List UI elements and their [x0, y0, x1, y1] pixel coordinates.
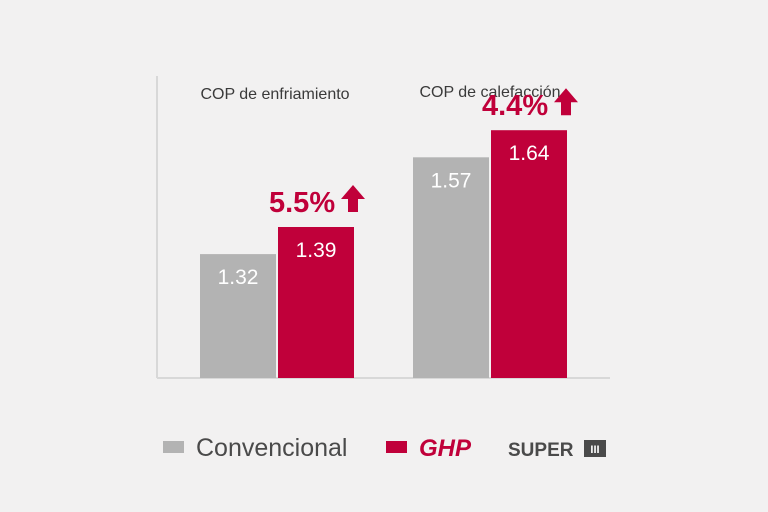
arrow-up-icon — [341, 185, 365, 212]
brand-numeral: III — [590, 444, 599, 456]
brand-numeral-box — [584, 440, 606, 457]
bar-conventional-cooling — [200, 254, 276, 378]
brand-super: SUPER — [508, 440, 574, 461]
bar-conventional-heating — [413, 157, 489, 378]
increase-label-heating: 4.4% — [482, 90, 548, 122]
increase-label-cooling: 5.5% — [269, 187, 335, 219]
arrow-up-icon — [554, 88, 578, 116]
legend-swatch-ghp — [386, 441, 407, 453]
legend-label-conventional: Convencional — [196, 434, 348, 462]
value-label-conventional-heating: 1.57 — [431, 169, 472, 192]
legend: Convencional GHP SUPER III — [163, 434, 606, 462]
ghp-super-logo: GHP SUPER III — [419, 435, 606, 462]
legend-swatch-conventional — [163, 441, 184, 453]
value-label-ghp-heating: 1.64 — [509, 142, 550, 165]
brand-ghp: GHP — [419, 435, 472, 462]
value-label-conventional-cooling: 1.32 — [218, 266, 259, 289]
category-label-heating: COP de calefacción — [419, 84, 560, 101]
value-label-ghp-cooling: 1.39 — [296, 239, 337, 262]
bar-ghp-heating — [491, 130, 567, 378]
bar-ghp-cooling — [278, 227, 354, 378]
category-label-cooling: COP de enfriamiento — [200, 86, 349, 103]
